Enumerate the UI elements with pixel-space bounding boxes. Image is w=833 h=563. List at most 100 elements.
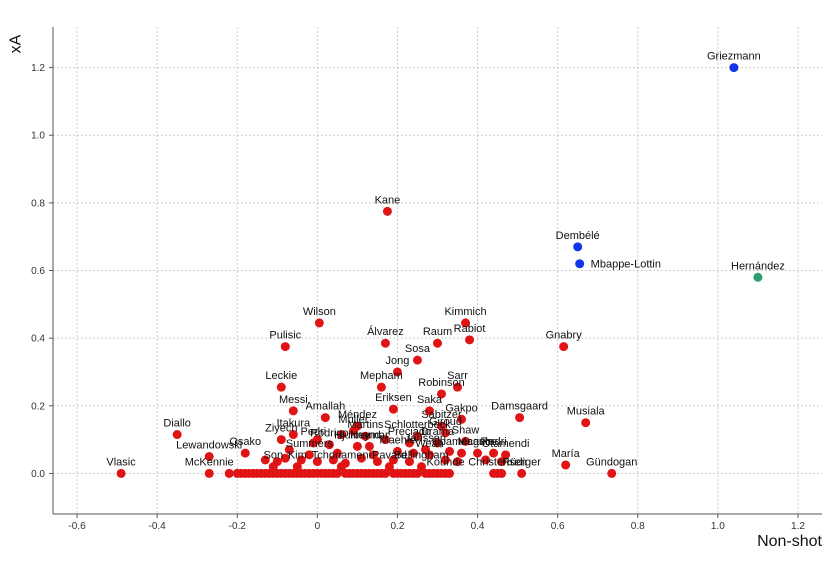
data-point bbox=[388, 455, 398, 465]
data-point bbox=[408, 448, 418, 458]
point-label: Maehle bbox=[379, 434, 415, 446]
data-point bbox=[276, 435, 286, 445]
point-label: Diallo bbox=[163, 418, 191, 430]
point-label: Itakura bbox=[276, 418, 311, 430]
x-tick-label: 0.6 bbox=[551, 521, 565, 532]
x-tick-label: -0.6 bbox=[68, 521, 86, 532]
data-point bbox=[729, 63, 739, 73]
data-point bbox=[280, 342, 290, 352]
data-point bbox=[336, 462, 346, 472]
data-point bbox=[360, 431, 370, 441]
x-tick-label: -0.2 bbox=[229, 521, 247, 532]
data-point bbox=[445, 446, 455, 456]
data-point bbox=[312, 457, 322, 467]
point-label: Dembélé bbox=[556, 230, 600, 242]
data-point bbox=[573, 242, 583, 252]
data-point bbox=[204, 452, 214, 462]
data-point bbox=[607, 468, 617, 478]
x-axis-label: Non-shot bbox=[757, 533, 822, 550]
data-point bbox=[561, 460, 571, 470]
point-label: Mbappe-Lottin bbox=[591, 259, 661, 271]
point-label: Leckie bbox=[265, 370, 297, 382]
data-point bbox=[457, 448, 467, 458]
point-label: Neymar bbox=[350, 429, 389, 441]
point-label: Janssen bbox=[405, 433, 446, 445]
point-label: Muller bbox=[338, 414, 368, 426]
data-point bbox=[441, 468, 451, 478]
data-point bbox=[412, 431, 422, 441]
data-point bbox=[392, 446, 402, 456]
point-label: Pulisic bbox=[269, 330, 301, 342]
point-label: Schlotterbeck bbox=[384, 419, 451, 431]
data-point bbox=[308, 438, 318, 448]
data-point bbox=[380, 435, 390, 445]
data-point bbox=[296, 455, 306, 465]
point-label: Maguire bbox=[458, 436, 498, 448]
y-tick-label: 1.2 bbox=[31, 63, 45, 74]
data-point bbox=[453, 457, 463, 467]
data-point bbox=[437, 389, 447, 399]
axes: -0.6 -0.4 -0.2 0 0.2 0.4 0.6 0.8 1.0 1.2 0.0 0.2 0.4… bbox=[31, 27, 822, 532]
data-point bbox=[481, 455, 491, 465]
data-point bbox=[416, 462, 426, 472]
data-point bbox=[575, 259, 585, 269]
point-label: Christensen bbox=[468, 456, 527, 468]
x-tick-label: 1.0 bbox=[711, 521, 725, 532]
data-point bbox=[204, 468, 214, 478]
point-label: Sosa bbox=[405, 343, 431, 355]
data-point bbox=[473, 448, 483, 458]
data-point bbox=[356, 453, 366, 463]
data-point bbox=[433, 438, 442, 448]
point-labels: Griezmann Dembélé Mbappe-Lottin Hernández Ka… bbox=[106, 51, 784, 469]
point-label: Lewandowski bbox=[176, 440, 242, 452]
data-point bbox=[382, 206, 392, 216]
y-tick-label: 0.0 bbox=[31, 469, 45, 480]
x-tick-label: 0 bbox=[315, 521, 321, 532]
data-point bbox=[332, 448, 342, 458]
data-point bbox=[268, 462, 278, 472]
data-point bbox=[493, 468, 503, 478]
point-label: Gündogan bbox=[586, 456, 637, 468]
point-label: Kim bbox=[288, 450, 307, 462]
point-label: McKennie bbox=[185, 456, 234, 468]
data-point bbox=[441, 455, 451, 465]
point-label: Tchouameni bbox=[312, 450, 371, 462]
data-point bbox=[753, 272, 763, 282]
data-point bbox=[172, 430, 182, 440]
data-point bbox=[465, 335, 475, 345]
data-point bbox=[380, 338, 390, 348]
data-point bbox=[412, 468, 422, 478]
point-label: Osako bbox=[229, 436, 261, 448]
y-tick-label: 1.0 bbox=[31, 131, 45, 142]
data-point bbox=[288, 406, 298, 416]
point-label: Álvarez bbox=[367, 325, 404, 338]
x-tick-label: 0.4 bbox=[471, 521, 485, 532]
data-point bbox=[404, 438, 414, 448]
x-tick-label: 1.2 bbox=[791, 521, 805, 532]
point-label: Eriksen bbox=[375, 392, 412, 404]
point-label: Rabiot bbox=[454, 323, 486, 335]
data-point bbox=[324, 440, 334, 450]
point-label: Raum bbox=[423, 326, 452, 338]
point-label: Vlasic bbox=[106, 456, 136, 468]
point-label: Kane bbox=[375, 194, 401, 206]
data-point bbox=[437, 421, 447, 431]
point-label: Sabitzer bbox=[421, 409, 462, 421]
point-label: Méndez bbox=[338, 409, 377, 421]
data-point bbox=[368, 450, 378, 460]
point-label: Pedri bbox=[300, 426, 326, 438]
point-label: Ziyech bbox=[265, 423, 297, 435]
data-point bbox=[559, 342, 569, 352]
data-point bbox=[314, 318, 324, 328]
point-label: Giroud bbox=[429, 416, 462, 428]
data-point bbox=[392, 367, 402, 377]
point-label: Rüdiger bbox=[502, 456, 541, 468]
data-point bbox=[352, 441, 362, 451]
y-tick-label: 0.2 bbox=[31, 401, 45, 412]
data-point bbox=[260, 455, 270, 465]
data-point bbox=[453, 382, 463, 392]
point-label: Damsgaard bbox=[491, 401, 548, 413]
data-point bbox=[284, 445, 294, 455]
data-point bbox=[380, 468, 390, 478]
